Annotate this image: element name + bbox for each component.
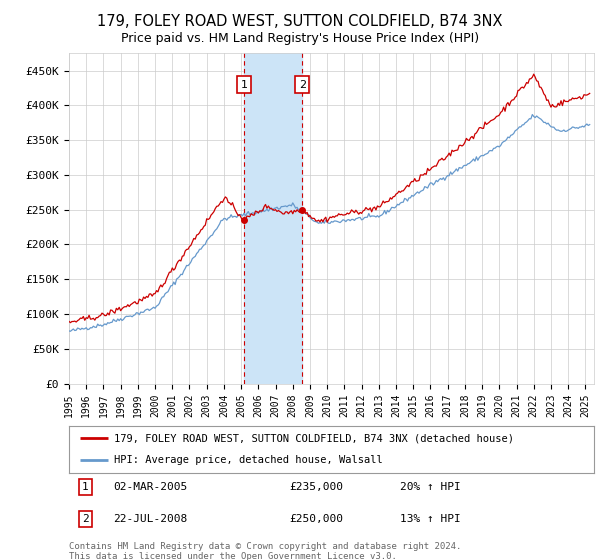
Text: Contains HM Land Registry data © Crown copyright and database right 2024.
This d: Contains HM Land Registry data © Crown c… xyxy=(69,542,461,560)
Text: 22-JUL-2008: 22-JUL-2008 xyxy=(113,514,188,524)
Text: HPI: Average price, detached house, Walsall: HPI: Average price, detached house, Wals… xyxy=(113,455,382,465)
Text: 1: 1 xyxy=(241,80,248,90)
Text: 179, FOLEY ROAD WEST, SUTTON COLDFIELD, B74 3NX (detached house): 179, FOLEY ROAD WEST, SUTTON COLDFIELD, … xyxy=(113,433,514,444)
Text: Price paid vs. HM Land Registry's House Price Index (HPI): Price paid vs. HM Land Registry's House … xyxy=(121,32,479,45)
Text: 2: 2 xyxy=(299,80,306,90)
Text: 1: 1 xyxy=(82,482,89,492)
Text: 20% ↑ HPI: 20% ↑ HPI xyxy=(400,482,461,492)
Bar xyxy=(244,53,302,384)
Text: 13% ↑ HPI: 13% ↑ HPI xyxy=(400,514,461,524)
Text: 2: 2 xyxy=(82,514,89,524)
Text: 02-MAR-2005: 02-MAR-2005 xyxy=(113,482,188,492)
Text: £235,000: £235,000 xyxy=(290,482,343,492)
Text: £250,000: £250,000 xyxy=(290,514,343,524)
Text: 179, FOLEY ROAD WEST, SUTTON COLDFIELD, B74 3NX: 179, FOLEY ROAD WEST, SUTTON COLDFIELD, … xyxy=(97,14,503,29)
